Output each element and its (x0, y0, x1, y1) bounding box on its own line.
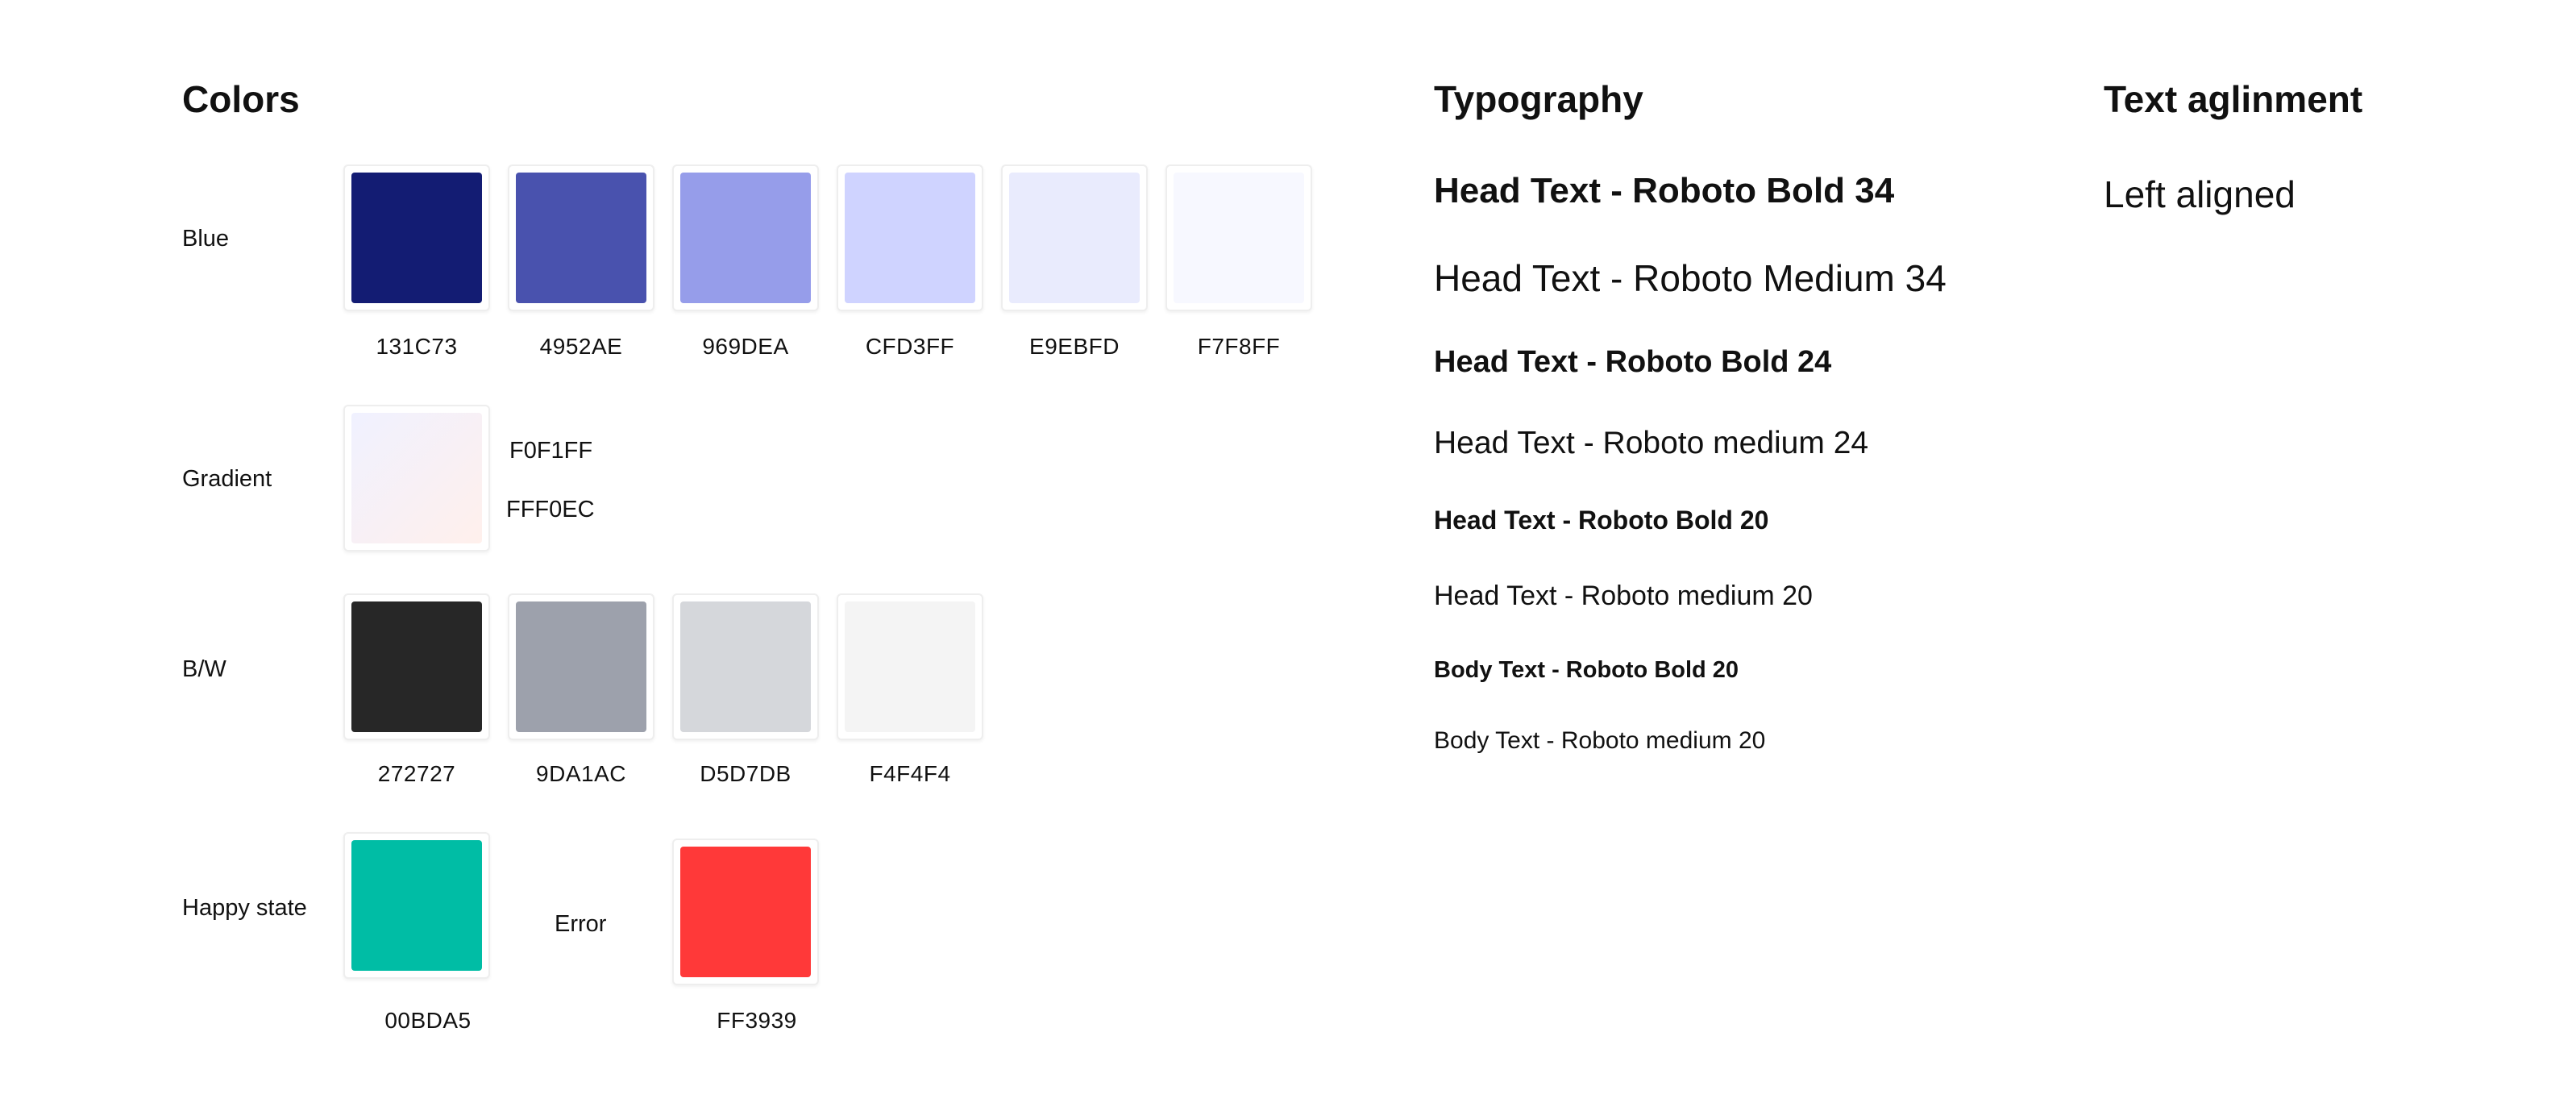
bw-swatch (672, 593, 819, 740)
happy-state-swatch (343, 832, 490, 979)
blue-swatch (508, 164, 654, 311)
gradient-fill (351, 413, 482, 543)
blue-swatch-hex: CFD3FF (865, 334, 955, 359)
bw-label: B/W (182, 656, 226, 682)
bw-swatch-fill (680, 601, 811, 732)
error-swatch (672, 839, 819, 985)
bw-swatch-hex: F4F4F4 (869, 761, 951, 786)
text-alignment-heading: Text aglinment (2104, 78, 2363, 120)
blue-swatch-fill (351, 173, 482, 303)
gradient-swatch (343, 405, 490, 552)
typo-sample-head-bold-34: Head Text - Roboto Bold 34 (1434, 171, 1895, 210)
bw-swatch (837, 593, 983, 740)
gradient-from-hex: F0F1FF (509, 438, 593, 464)
colors-heading: Colors (182, 78, 300, 120)
left-aligned-sample: Left aligned (2104, 173, 2296, 215)
blue-swatch (672, 164, 819, 311)
bw-swatch-fill (516, 601, 646, 732)
bw-swatch (508, 593, 654, 740)
blue-swatch-fill (680, 173, 811, 303)
blue-swatch (1165, 164, 1312, 311)
typo-sample-head-medium-34: Head Text - Roboto Medium 34 (1434, 257, 1947, 299)
typo-sample-head-bold-24: Head Text - Roboto Bold 24 (1434, 345, 1832, 379)
happy-state-label: Happy state (182, 895, 307, 921)
blue-label: Blue (182, 226, 230, 252)
error-hex: FF3939 (717, 1008, 797, 1033)
happy-state-fill (351, 840, 482, 971)
typo-sample-head-medium-20: Head Text - Roboto medium 20 (1434, 581, 1813, 611)
error-label: Error (555, 911, 607, 937)
typography-heading: Typography (1434, 78, 1643, 120)
blue-swatch-hex: E9EBFD (1029, 334, 1120, 359)
blue-swatch-fill (845, 173, 975, 303)
gradient-to-hex: FFF0EC (506, 497, 595, 522)
gradient-label: Gradient (182, 466, 272, 492)
blue-swatch-hex: F7F8FF (1197, 334, 1281, 359)
bw-swatch-hex: 9DA1AC (536, 761, 626, 786)
blue-swatch-fill (1009, 173, 1140, 303)
bw-swatch-hex: D5D7DB (700, 761, 791, 786)
bw-swatch-fill (845, 601, 975, 732)
error-fill (680, 847, 811, 977)
blue-swatch-fill (1174, 173, 1304, 303)
bw-swatch-fill (351, 601, 482, 732)
happy-state-hex: 00BDA5 (384, 1008, 472, 1033)
blue-swatch-hex: 131C73 (376, 334, 458, 359)
blue-swatch-hex: 969DEA (702, 334, 789, 359)
blue-swatch-hex: 4952AE (539, 334, 623, 359)
blue-swatch (837, 164, 983, 311)
bw-swatch (343, 593, 490, 740)
typo-sample-head-medium-24: Head Text - Roboto medium 24 (1434, 426, 1869, 460)
blue-swatch (1001, 164, 1148, 311)
blue-swatch (343, 164, 490, 311)
typo-sample-body-medium-20: Body Text - Roboto medium 20 (1434, 727, 1766, 754)
typo-sample-head-bold-20: Head Text - Roboto Bold 20 (1434, 506, 1769, 535)
typo-sample-body-bold-20: Body Text - Roboto Bold 20 (1434, 657, 1739, 683)
bw-swatch-hex: 272727 (377, 761, 456, 786)
blue-swatch-fill (516, 173, 646, 303)
